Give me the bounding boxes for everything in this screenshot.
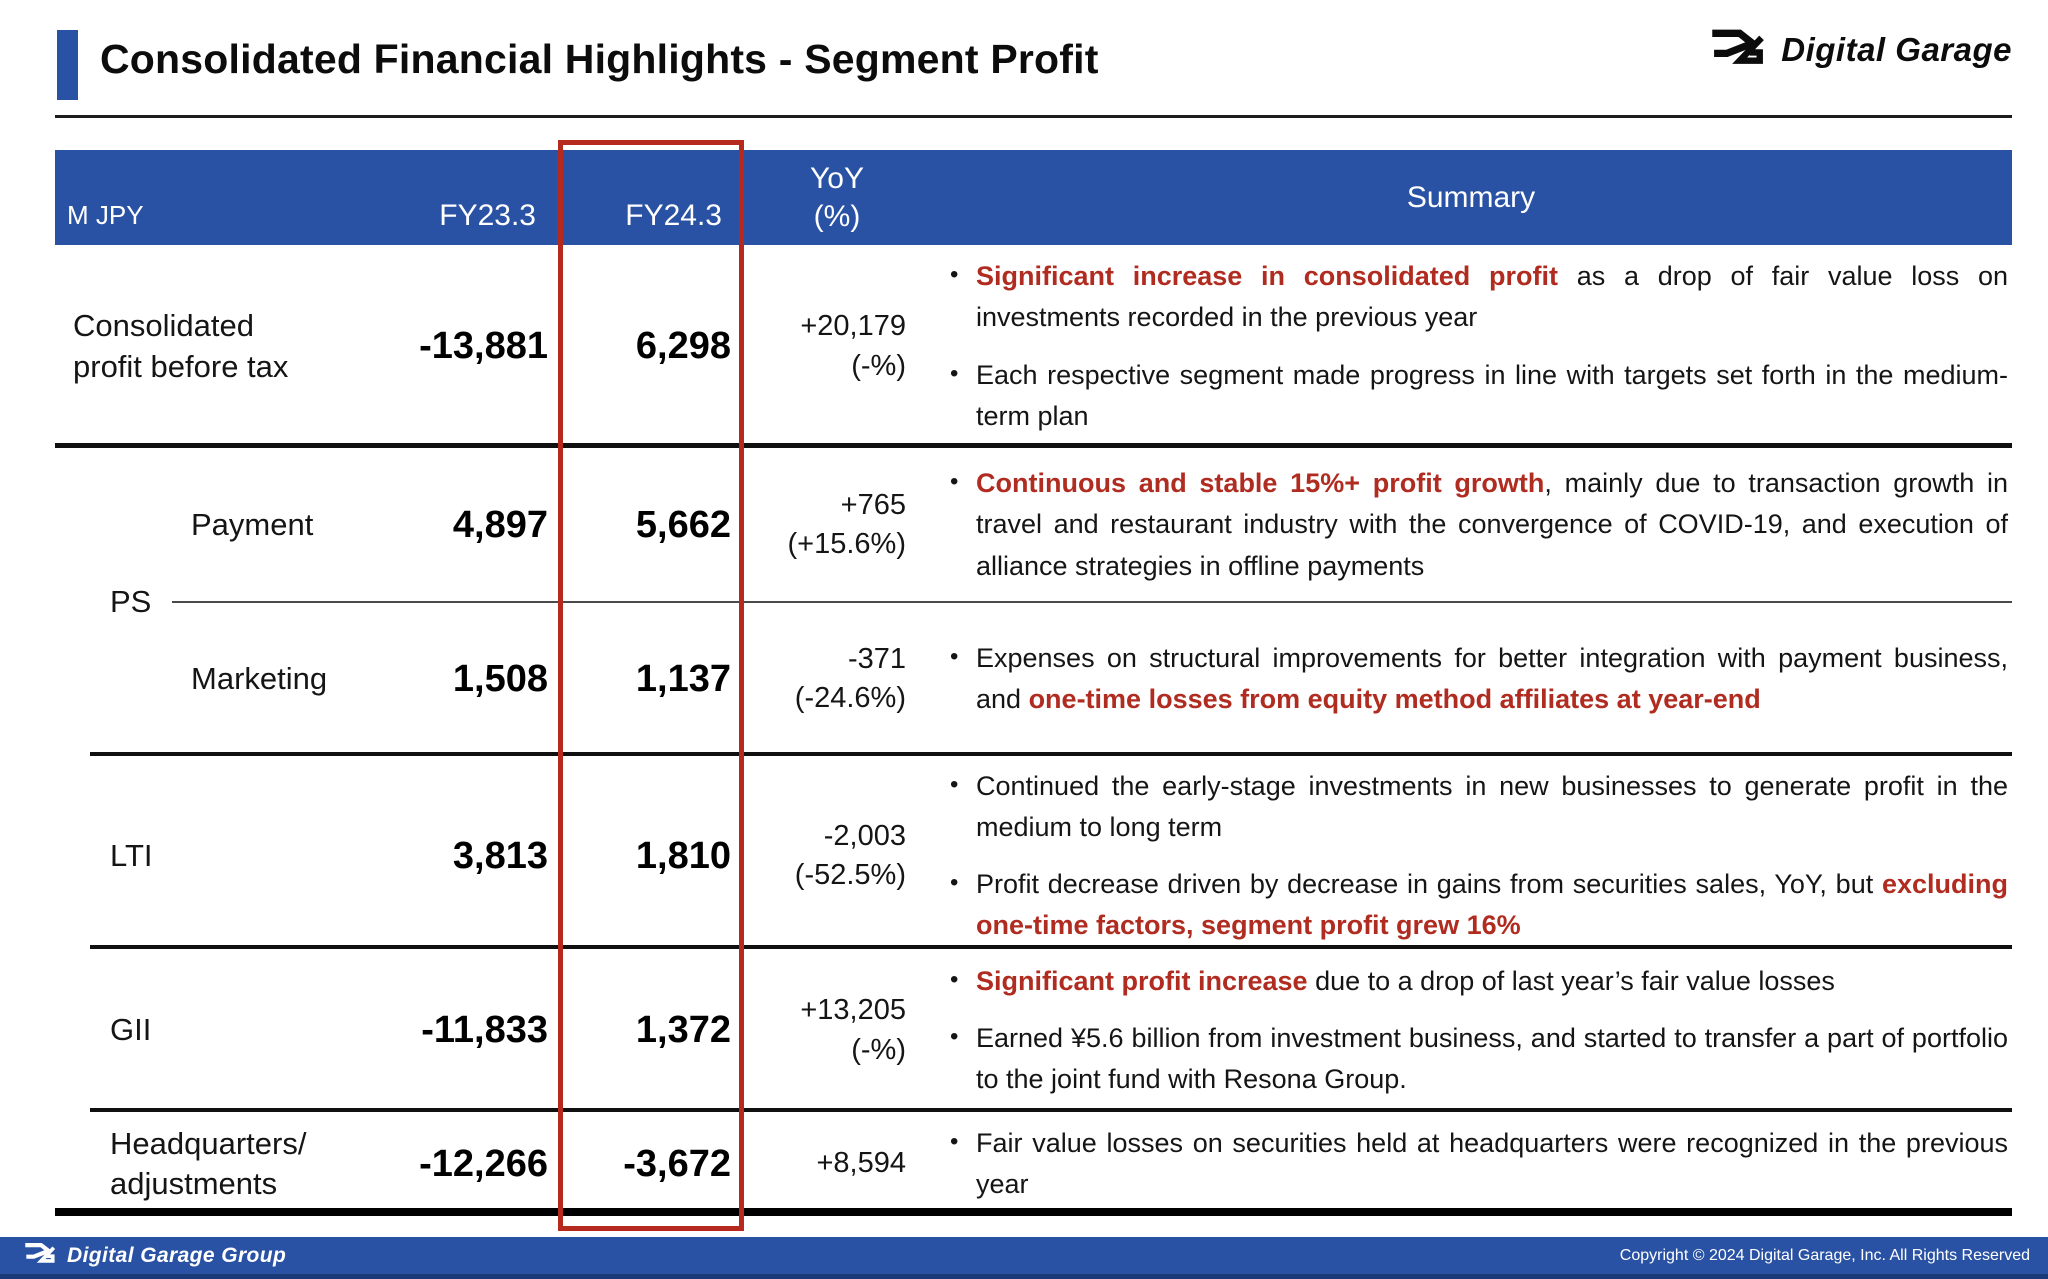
yoy-pct: (-%) xyxy=(851,349,906,382)
yoy-pct: (+15.6%) xyxy=(787,528,906,560)
footer-bar: Digital Garage Group Copyright © 2024 Di… xyxy=(0,1237,2048,1279)
ps-divider xyxy=(172,601,2012,603)
footer-logo-text: Digital Garage Group xyxy=(67,1243,287,1267)
fy24-value: 1,810 xyxy=(635,834,731,877)
yoy-pct: (-24.6%) xyxy=(794,682,906,714)
col-header-summary: Summary xyxy=(1406,180,1536,214)
col-header-fy24: FY24.3 xyxy=(625,199,722,232)
bullet-marker: • xyxy=(950,869,959,897)
fy23-value: 4,897 xyxy=(452,503,548,546)
row-label: GII xyxy=(110,1012,152,1048)
dg-logo-text: Digital Garage xyxy=(1781,30,2012,68)
bullet-item: • Significant increase in consolidated pr… xyxy=(945,256,2008,338)
row-ps-marketing: Marketing 1,508 1,137 -371 (-24.6%) • Expe… xyxy=(55,602,2012,756)
row-label: Consolidated profit before tax xyxy=(73,308,289,384)
footer-logo: Digital Garage Group xyxy=(20,1240,286,1271)
bullet-marker: • xyxy=(950,261,959,289)
bullet-marker: • xyxy=(950,642,959,670)
bullet-item: • Profit decrease driven by decrease in g… xyxy=(945,864,2008,946)
fy24-value: 5,662 xyxy=(635,503,731,546)
page-title: Consolidated Financial Highlights - Segm… xyxy=(100,36,1099,82)
summary-cell: • Fair value losses on securities held at… xyxy=(930,1112,2012,1216)
summary-cell: • Significant increase in consolidated pr… xyxy=(930,245,2012,448)
row-label: LTI xyxy=(110,837,153,873)
row-label: Headquarters/ adjustments xyxy=(110,1125,307,1201)
row-consolidated-profit: Consolidated profit before tax -13,881 6… xyxy=(55,245,2012,448)
ps-segment-group: PS Payment 4,897 5,662 +765 (+15.6%) • Con… xyxy=(55,448,2012,756)
bullet-marker: • xyxy=(950,468,959,496)
row-headquarters: Headquarters/ adjustments -12,266 -3,672… xyxy=(55,1112,2012,1216)
bullet-item: • Continued the early-stage investments i… xyxy=(945,766,2008,848)
footer-copyright: Copyright © 2024 Digital Garage, Inc. Al… xyxy=(1619,1246,2030,1264)
company-logo: Digital Garage xyxy=(1703,26,2012,73)
bullet-marker: • xyxy=(950,771,959,798)
bullet-item: • Continuous and stable 15%+ profit growt… xyxy=(945,463,2008,586)
fy24-value: 6,298 xyxy=(635,325,731,367)
summary-cell: • Continued the early-stage investments i… xyxy=(930,756,2012,956)
yoy-value: +13,205 (-%) xyxy=(744,991,930,1069)
fy23-value: -13,881 xyxy=(419,325,548,367)
row-label: Payment xyxy=(191,506,314,542)
fy24-value: 1,137 xyxy=(635,657,731,700)
yoy-pct: (-52.5%) xyxy=(794,859,906,892)
bullet-marker: • xyxy=(950,965,959,993)
summary-cell: • Continuous and stable 15%+ profit growt… xyxy=(930,448,2012,602)
fy24-value: -3,672 xyxy=(623,1142,731,1185)
row-label: Marketing xyxy=(191,660,328,696)
row-gii: GII -11,833 1,372 +13,205 (-%) • Significa… xyxy=(55,949,2012,1112)
bullet-item: • Significant profit increase due to a dr… xyxy=(945,961,2008,1002)
summary-cell: • Significant profit increase due to a dr… xyxy=(930,949,2012,1112)
title-accent-bar xyxy=(57,30,78,100)
ps-group-label: PS xyxy=(110,584,152,619)
title-rule xyxy=(55,115,2012,118)
yoy-value: +20,179 (-%) xyxy=(744,307,930,385)
bullet-marker: • xyxy=(950,359,959,387)
col-header-fy23: FY23.3 xyxy=(439,199,536,232)
fy23-value: 3,813 xyxy=(452,834,548,877)
fy24-value: 1,372 xyxy=(635,1009,731,1051)
yoy-value: -2,003 (-52.5%) xyxy=(744,817,930,895)
table-header-row: M JPY FY23.3 FY24.3 YoY (%) Summary xyxy=(55,150,2012,245)
row-ps-payment: Payment 4,897 5,662 +765 (+15.6%) • Contin… xyxy=(55,448,2012,602)
segment-profit-table: M JPY FY23.3 FY24.3 YoY (%) Summary Conso… xyxy=(55,140,2012,1231)
dg-logo-icon xyxy=(20,1240,58,1271)
summary-cell: • Expenses on structural improvements for… xyxy=(930,602,2012,756)
col-header-yoy: YoY (%) xyxy=(810,162,864,233)
yoy-value: -371 (-24.6%) xyxy=(744,640,930,718)
fy23-value: -11,833 xyxy=(421,1009,548,1051)
bullet-item: • Fair value losses on securities held at… xyxy=(945,1123,2008,1205)
yoy-pct: (-%) xyxy=(851,1033,906,1066)
fy23-value: -12,266 xyxy=(419,1142,548,1185)
dg-logo-icon xyxy=(1703,26,1769,73)
yoy-value: +8,594 xyxy=(816,1147,906,1180)
yoy-value: +765 (+15.6%) xyxy=(744,486,930,564)
fy23-value: 1,508 xyxy=(452,657,548,700)
row-lti: LTI 3,813 1,810 -2,003 (-52.5%) • Continue… xyxy=(55,756,2012,949)
bullet-item: • Expenses on structural improvements for… xyxy=(945,638,2008,720)
bullet-item: • Each respective segment made progress i… xyxy=(945,355,2008,437)
col-header-unit: M JPY xyxy=(67,200,144,230)
bullet-item: • Earned ¥5.6 billion from investment bus… xyxy=(945,1018,2008,1100)
bullet-marker: • xyxy=(950,1022,959,1050)
bullet-marker: • xyxy=(950,1127,959,1155)
